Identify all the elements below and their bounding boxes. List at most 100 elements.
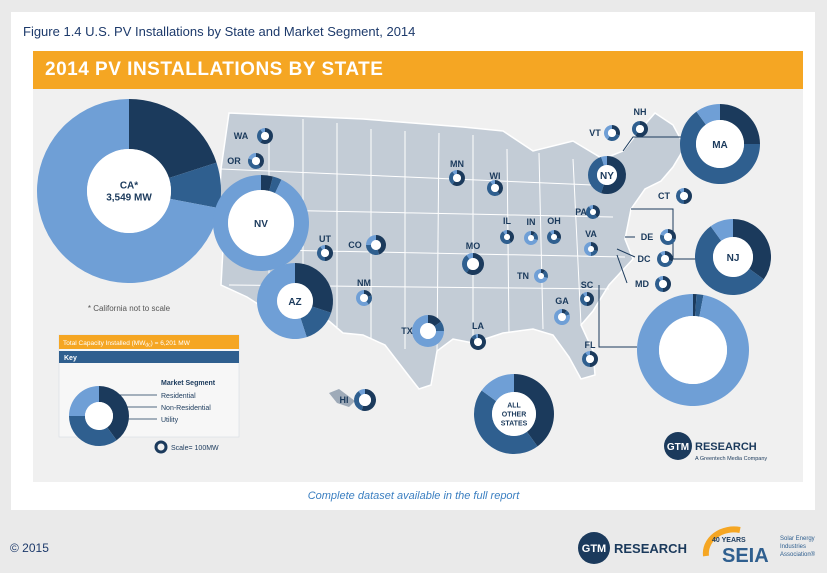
seia-years: 40 YEARS (712, 537, 746, 544)
label-pa: PA (575, 207, 587, 217)
scale-ring-icon (154, 440, 168, 454)
slice-nv-0 (261, 175, 273, 192)
slice-ga-1 (564, 310, 570, 316)
slice-mo-0 (466, 253, 484, 275)
donut-hole-md (659, 280, 667, 288)
label-wi: WI (490, 171, 501, 181)
gtm-map-sub: A Greentech Media Company (695, 456, 767, 462)
gtm-logo-word: RESEARCH (614, 541, 687, 556)
slice-tx-0 (428, 315, 441, 327)
slice-ca-0 (129, 99, 217, 179)
label-va: VA (585, 229, 597, 239)
slice-ny-2 (601, 156, 607, 166)
slice-vt-1 (607, 134, 620, 142)
donut-hole-nh (636, 125, 644, 133)
slice-ct-1 (676, 189, 684, 204)
donut-hole-il (504, 234, 510, 240)
slice-ca-2 (36, 99, 220, 283)
slice-wa-1 (257, 129, 263, 143)
donut-md: MD (635, 276, 671, 292)
seia-logo: 40 YEARS SEIA Solar Energy Industries As… (702, 526, 816, 567)
label-tn: TN (517, 271, 529, 281)
slice-pa-0 (593, 205, 601, 218)
slice-az-1 (300, 306, 332, 338)
donut-vt: VT (589, 125, 620, 142)
key-segment-title: Market Segment (161, 380, 216, 387)
donut-nj: NJ (695, 219, 771, 295)
slice-sc-0 (587, 292, 594, 306)
donut-pa: PA (575, 205, 601, 220)
donut-hole-sc (584, 296, 590, 302)
donut-hole-co (371, 240, 381, 250)
donut-wi: WI (487, 171, 503, 196)
slice-va-0 (591, 242, 599, 252)
donut-hole-wi (491, 184, 499, 192)
seia-line-1: Solar Energy (780, 536, 815, 542)
slice-pa-1 (585, 206, 598, 220)
donut-hole-oh (551, 234, 557, 240)
label-il: IL (503, 216, 512, 226)
label-sc: SC (581, 280, 594, 290)
donut-sc: SC (580, 280, 594, 306)
label-mo: MO (466, 241, 481, 251)
slice-fl-2 (585, 351, 590, 356)
key-sample-slice-0 (99, 386, 129, 441)
slice-la-1 (471, 334, 477, 340)
slice-il-0 (507, 230, 514, 243)
key-non-residential: Non-Residential (161, 405, 211, 412)
donut-hole-ga (558, 313, 566, 321)
leader-line-ma (622, 136, 693, 152)
slice-ma-0 (720, 104, 760, 144)
donut-co: CO (348, 235, 386, 255)
label-fl: FL (585, 340, 596, 350)
label-hi: HI (340, 395, 349, 405)
donut-hole-nv (228, 190, 294, 256)
slice-nc-1 (695, 294, 704, 317)
key-header-label: Key (64, 355, 77, 362)
label-la: LA (472, 321, 484, 331)
donut-nv: NV (213, 175, 309, 271)
label-az: AZ (288, 297, 301, 308)
donut-hole-hi (359, 394, 371, 406)
slice-va-2 (584, 242, 591, 256)
slice-il-1 (500, 231, 512, 244)
slice-sc-1 (580, 293, 587, 306)
donut-dc: DC (638, 251, 674, 267)
gtm-map-mark: GTM (667, 442, 689, 453)
slice-ga-2 (554, 309, 570, 325)
slice-md-1 (655, 277, 663, 292)
slice-tn-2 (534, 269, 548, 283)
slice-tn-0 (541, 269, 546, 274)
donut-ca: CA*3,549 MW (36, 99, 221, 283)
donut-va: VA (584, 229, 599, 256)
slice-hi-2 (358, 389, 365, 396)
donut-in: IN (524, 217, 538, 245)
label-vt: VT (589, 128, 601, 138)
donut-hole-mo (467, 258, 479, 270)
slice-other-1 (474, 390, 538, 454)
slice-ca-1 (168, 162, 221, 209)
donut-ga: GA (554, 296, 570, 325)
slice-ut-2 (320, 245, 325, 250)
key-leader-lines (113, 394, 157, 420)
donut-wa: WA (234, 128, 273, 144)
slice-mn-1 (448, 171, 455, 185)
slice-mo-2 (466, 253, 473, 260)
donut-hole-tn (538, 273, 544, 279)
seia-line-2: Industries (780, 544, 806, 550)
slice-ma-1 (680, 111, 760, 184)
donut-tx: TX (401, 315, 444, 347)
leader-line-md (616, 254, 628, 284)
copyright-text: © 2015 (10, 541, 49, 555)
slice-or-1 (247, 158, 261, 169)
gtm-logo-mark: GTM (582, 543, 606, 555)
donut-oh: OH (547, 216, 561, 244)
slice-co-0 (376, 235, 386, 255)
slice-ga-0 (562, 309, 567, 314)
donut-or: OR (227, 153, 264, 169)
donut-ut: UT (316, 234, 333, 261)
slice-nj-1 (695, 226, 764, 295)
donut-hole-wa (261, 132, 269, 140)
gtm-research-logo-footer: GTM RESEARCH (578, 532, 687, 564)
key-total-text: Total Capacity Installed (MWdc) = 6,201 … (63, 340, 191, 349)
